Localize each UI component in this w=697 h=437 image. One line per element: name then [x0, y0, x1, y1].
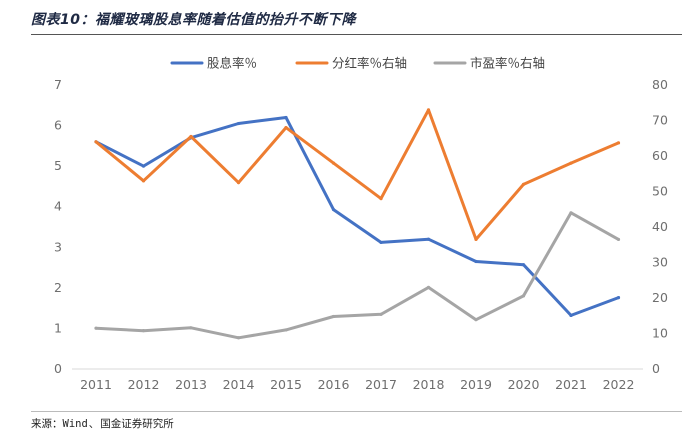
right-y-tick-label: 60 — [652, 148, 668, 163]
dividend-yield-data-point — [521, 263, 526, 267]
payout-ratio-data-point — [521, 182, 526, 186]
x-tick-label: 2014 — [223, 377, 255, 392]
left-y-tick-label: 4 — [54, 199, 62, 214]
payout-ratio-data-point — [284, 126, 288, 130]
x-tick-label: 2016 — [318, 377, 350, 392]
left-y-axis: 0 1 2 3 4 5 6 7 — [54, 77, 62, 376]
left-y-tick-label: 7 — [54, 77, 62, 92]
payout-ratio-data-point — [331, 161, 336, 165]
right-y-tick-label: 20 — [652, 290, 668, 305]
dividend-yield-data-point — [474, 259, 478, 264]
payout-ratio-data-point — [616, 141, 621, 145]
right-y-tick-label: 40 — [652, 219, 668, 234]
left-y-tick-label: 6 — [54, 118, 62, 133]
x-tick-label: 2011 — [80, 377, 112, 392]
payout-ratio-data-point — [474, 237, 478, 242]
dividend-yield-data-point — [616, 295, 621, 300]
x-tick-label: 2020 — [508, 377, 540, 392]
pe-ratio-data-point — [569, 211, 573, 215]
x-tick-label: 2017 — [365, 377, 397, 392]
left-y-tick-label: 0 — [54, 361, 62, 376]
dividend-yield-data-point — [141, 164, 146, 168]
pe-ratio-data-point — [474, 318, 478, 322]
dividend-yield-data-point — [284, 115, 288, 120]
left-y-tick-label: 1 — [54, 320, 62, 335]
right-y-tick-label: 70 — [652, 113, 668, 128]
right-y-tick-label: 10 — [652, 326, 668, 341]
pe-ratio-series-line — [94, 211, 620, 340]
payout-ratio-data-point — [426, 108, 431, 112]
footer-rule — [31, 411, 682, 412]
x-tick-label: 2021 — [555, 377, 587, 392]
payout-ratio-series-line — [94, 108, 620, 241]
source-separator: 、 — [88, 418, 100, 430]
figure-title: 图表10：福耀玻璃股息率随着估值的抬升不断下降 — [31, 12, 356, 28]
left-y-tick-label: 2 — [54, 280, 62, 295]
dividend-yield-series-line — [94, 116, 620, 317]
left-y-tick-label: 3 — [54, 239, 62, 254]
x-tick-label: 2015 — [270, 377, 302, 392]
payout-ratio-data-point — [569, 161, 573, 165]
dividend-yield-data-point — [426, 237, 431, 241]
pe-ratio-data-point — [189, 326, 193, 330]
dividend-yield-data-point — [379, 240, 383, 245]
x-tick-label: 2013 — [175, 377, 207, 392]
pe-ratio-data-point — [236, 336, 241, 340]
title-rule — [31, 34, 682, 35]
payout-ratio-data-point — [189, 134, 193, 139]
right-y-axis: 0 10 20 30 40 50 60 70 80 — [652, 77, 668, 376]
x-tick-label: 2019 — [460, 377, 492, 392]
dividend-yield-data-point — [236, 121, 241, 126]
right-y-tick-label: 50 — [652, 184, 668, 199]
pe-ratio-data-point — [616, 237, 621, 242]
payout-ratio-data-point — [141, 179, 146, 183]
pe-ratio-data-point — [521, 294, 526, 298]
pe-ratio-data-point — [284, 328, 288, 332]
right-y-tick-label: 80 — [652, 77, 668, 92]
legend: 股息率％ 分红率％右轴 市盈率％右轴 — [170, 56, 545, 71]
payout-ratio-data-point — [236, 181, 241, 185]
dividend-yield-data-point — [331, 207, 336, 212]
source-label: 来源： — [31, 418, 63, 430]
right-y-tick-label: 30 — [652, 255, 668, 270]
source-note: 来源：Wind、国金证券研究所 — [31, 416, 174, 431]
pe-ratio-legend-label: 市盈率％右轴 — [470, 56, 545, 71]
series-layer — [94, 108, 621, 340]
pe-ratio-data-point — [426, 285, 431, 289]
source-item-guojin: 国金证券研究所 — [100, 418, 174, 430]
x-axis: 2011 2012 2013 2014 2015 2016 2017 2018 2019 2020… — [72, 368, 643, 392]
source-item-wind: Wind — [62, 418, 88, 430]
x-tick-label: 2012 — [128, 377, 160, 392]
x-tick-label: 2018 — [413, 377, 445, 392]
payout-ratio-data-point — [379, 197, 383, 201]
left-y-tick-label: 5 — [54, 158, 62, 173]
dividend-yield-legend-label: 股息率％ — [207, 56, 257, 71]
pe-ratio-data-point — [331, 314, 336, 319]
payout-ratio-legend-label: 分红率％右轴 — [332, 56, 407, 71]
pe-ratio-data-point — [94, 326, 98, 330]
x-tick-label: 2022 — [603, 377, 635, 392]
right-y-tick-label: 0 — [652, 361, 660, 376]
pe-ratio-data-point — [141, 329, 146, 333]
pe-ratio-data-point — [379, 312, 383, 316]
payout-ratio-data-point — [94, 140, 98, 144]
dividend-yield-data-point — [569, 313, 573, 318]
